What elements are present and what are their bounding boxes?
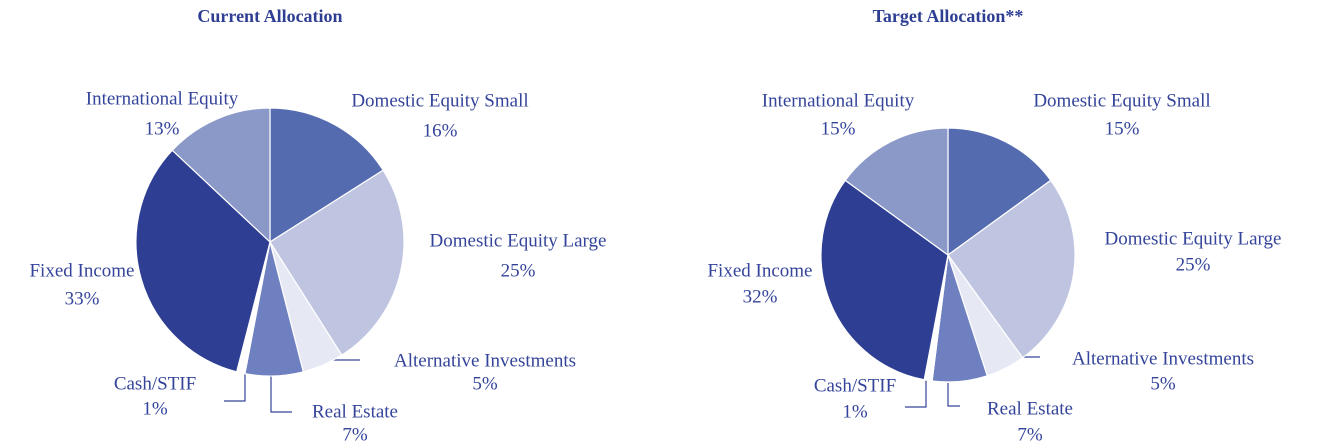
slice-label: Domestic Equity Small [351, 90, 528, 111]
slice-value: 25% [501, 260, 536, 281]
slice-label: Fixed Income [707, 260, 812, 281]
slice-label: Domestic Equity Small [1033, 90, 1210, 111]
slice-label: Fixed Income [29, 260, 134, 281]
slice-label: International Equity [86, 88, 239, 109]
leader-line [905, 370, 927, 408]
chart-title: Target Allocation** [873, 6, 1024, 26]
pie-slice [947, 127, 1052, 257]
slice-label: International Equity [762, 90, 915, 111]
slice-label: Domestic Equity Large [430, 230, 607, 251]
slice-label: Domestic Equity Large [1105, 228, 1282, 249]
slice-label: Real Estate [987, 398, 1073, 419]
chart-title: Current Allocation [197, 6, 342, 26]
leader-line [947, 383, 960, 407]
slice-value: 5% [472, 373, 498, 394]
pie-slice [269, 107, 384, 244]
pie-slice [820, 179, 949, 381]
slice-value: 1% [142, 398, 168, 419]
pie-slice [171, 107, 271, 244]
slice-value: 15% [1105, 118, 1140, 139]
slice-value: 5% [1150, 373, 1176, 394]
slice-value: 13% [145, 118, 180, 139]
slice-value: 15% [821, 118, 856, 139]
slice-label: Alternative Investments [1072, 348, 1254, 369]
slice-value: 7% [1017, 424, 1043, 445]
slice-label: Cash/STIF [814, 375, 896, 396]
pie-slice [947, 179, 1076, 359]
slice-label: Real Estate [312, 401, 398, 422]
slice-value: 16% [423, 120, 458, 141]
pie-slice [135, 149, 271, 373]
slice-value: 33% [65, 288, 100, 309]
slice-value: 25% [1176, 254, 1211, 275]
slice-value: 7% [342, 424, 368, 445]
slice-label: Cash/STIF [114, 373, 196, 394]
slice-label: Alternative Investments [394, 350, 576, 371]
pie-slice [844, 127, 949, 257]
pie-slice [269, 169, 405, 356]
leader-line [270, 360, 292, 413]
slice-value: 32% [743, 286, 778, 307]
slice-value: 1% [842, 401, 868, 422]
